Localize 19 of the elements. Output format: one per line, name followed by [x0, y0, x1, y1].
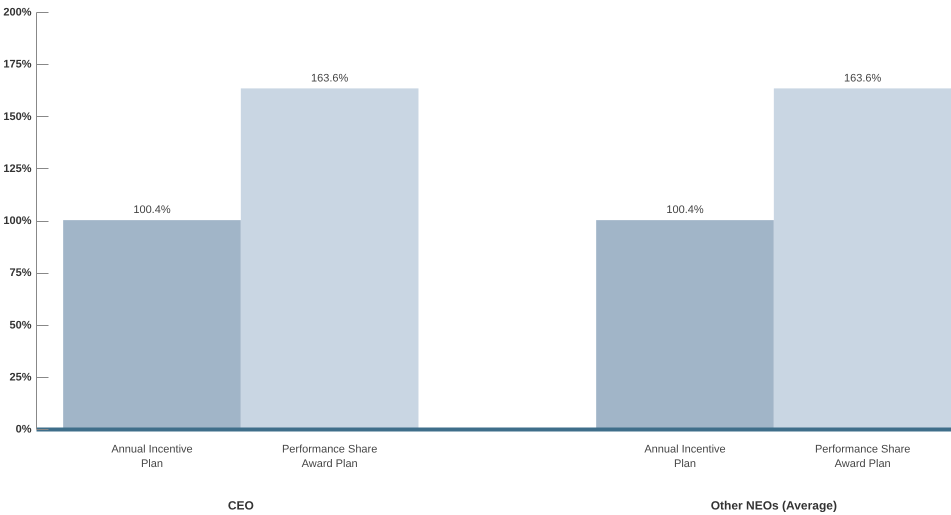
- data-label: 163.6%: [844, 72, 882, 84]
- x-tick-label: Performance Share Award Plan: [814, 444, 910, 470]
- y-tick-label: 100%: [3, 215, 32, 227]
- y-tick-label: 125%: [3, 162, 32, 175]
- y-tick-label: 200%: [3, 6, 32, 18]
- data-label: 100.4%: [666, 204, 704, 216]
- y-tick-label: 50%: [9, 319, 32, 332]
- x-tick-label: Annual Incentive Plan: [644, 444, 726, 470]
- y-tick-label: 25%: [9, 371, 32, 384]
- data-label: 163.6%: [311, 72, 349, 84]
- y-tick-label: 75%: [9, 267, 32, 280]
- y-tick-label: 175%: [3, 58, 32, 71]
- text: CEO: [228, 498, 254, 512]
- text: Other NEOs (Average): [710, 498, 837, 512]
- y-tick-label: 150%: [3, 110, 32, 123]
- x-tick-label: Performance Share Award Plan: [282, 444, 378, 470]
- x-tick-label: Annual Incentive Plan: [111, 444, 193, 470]
- data-label: 100.4%: [133, 204, 171, 216]
- y-tick-label: 0%: [16, 424, 32, 436]
